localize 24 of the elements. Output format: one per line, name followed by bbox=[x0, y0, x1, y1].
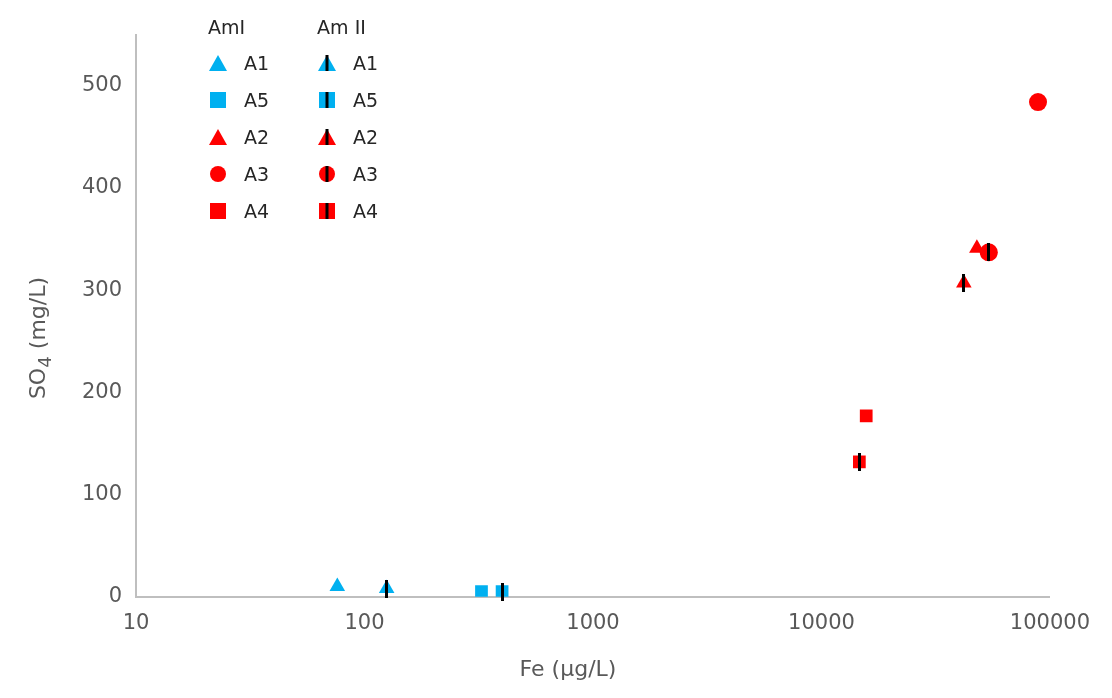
x-tick-label: 100 bbox=[344, 609, 385, 634]
legend-label: A5 bbox=[353, 88, 379, 111]
x-tick-label: 10 bbox=[122, 609, 150, 634]
legend-label: A4 bbox=[244, 199, 270, 222]
legend-label: A1 bbox=[353, 51, 379, 74]
x-tick-label: 1000 bbox=[566, 609, 620, 634]
x-tick-label: 100000 bbox=[1009, 609, 1090, 634]
y-tick-label: 0 bbox=[108, 583, 123, 608]
y-tick-label: 300 bbox=[81, 276, 123, 301]
x-axis-title: Fe (µg/L) bbox=[519, 656, 617, 681]
annotation: AmI bbox=[208, 16, 247, 38]
y-tick-label: 400 bbox=[81, 174, 123, 199]
legend-label: A3 bbox=[244, 162, 270, 185]
y-tick-label: 100 bbox=[81, 481, 123, 506]
y-tick-label: 200 bbox=[81, 378, 123, 403]
x-tick-label: 10000 bbox=[788, 609, 855, 634]
legend-label: A5 bbox=[244, 88, 270, 111]
legend-label: A2 bbox=[244, 125, 270, 148]
legend-label: A2 bbox=[353, 125, 379, 148]
legend-label: A3 bbox=[353, 162, 379, 185]
y-tick-label: 500 bbox=[81, 72, 123, 97]
legend-label: A1 bbox=[244, 51, 270, 74]
legend-label: A4 bbox=[353, 199, 379, 222]
annotation: Am II bbox=[317, 16, 367, 38]
